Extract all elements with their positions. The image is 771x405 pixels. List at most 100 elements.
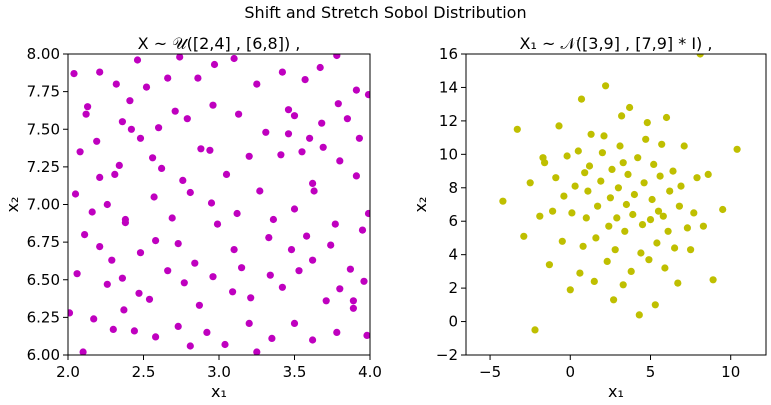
- right-scatter-point: [600, 132, 608, 140]
- right-scatter-point: [630, 190, 639, 199]
- left-scatter-point: [179, 176, 187, 184]
- left-scatter-point: [81, 231, 89, 239]
- left-scatter-point: [269, 215, 277, 224]
- left-scatter-point: [150, 193, 158, 201]
- left-scatter-point: [76, 148, 84, 156]
- right-scatter-point: [638, 221, 647, 229]
- left-scatter-point: [316, 63, 324, 72]
- left-x-tick-label: 4.0: [358, 363, 382, 381]
- right-y-tick-label: 0: [448, 313, 458, 331]
- right-scatter-point: [648, 195, 656, 204]
- left-scatter-point: [183, 115, 191, 123]
- right-scatter-point: [584, 187, 592, 195]
- right-scatter-point: [526, 179, 534, 187]
- left-scatter-point: [103, 280, 111, 288]
- right-scatter-point: [582, 214, 590, 222]
- right-scatter-point: [642, 135, 650, 143]
- left-scatter-point: [108, 256, 116, 264]
- left-scatter-point: [287, 246, 296, 254]
- left-scatter-point: [152, 237, 160, 245]
- right-scatter-point: [621, 227, 629, 235]
- left-scatter-point: [195, 301, 203, 309]
- right-scatter-point: [585, 162, 594, 170]
- right-scatter-point: [634, 154, 642, 162]
- left-scatter-point: [118, 118, 126, 126]
- left-scatter-point: [352, 172, 360, 180]
- right-scatter-point: [693, 174, 701, 182]
- right-scatter-point: [637, 249, 645, 257]
- left-scatter-point: [118, 274, 126, 282]
- right-y-tick-label: 4: [448, 246, 458, 264]
- left-scatter-point: [309, 179, 317, 187]
- left-y-tick-label: 7.75: [27, 83, 60, 101]
- right-scatter-point: [531, 326, 539, 334]
- left-scatter-point: [174, 322, 182, 330]
- left-scatter-point: [346, 265, 354, 273]
- left-scatter-point: [278, 283, 286, 291]
- right-axes-frame: [465, 53, 767, 356]
- right-scatter-point: [643, 119, 651, 127]
- left-scatter-point: [203, 328, 211, 336]
- right-scatter-point: [627, 267, 635, 275]
- right-scatter-point: [704, 170, 712, 178]
- right-scatter-point: [571, 182, 579, 190]
- right-scatter-point: [619, 159, 627, 167]
- left-scatter-point: [364, 209, 370, 218]
- right-scatter-point: [622, 200, 631, 209]
- left-scatter-point: [364, 91, 370, 99]
- left-scatter-point: [93, 137, 101, 145]
- left-scatter-point: [127, 125, 135, 133]
- right-scatter-point: [690, 209, 698, 217]
- right-scatter-point: [619, 281, 627, 289]
- right-scatter-point: [579, 242, 587, 250]
- left-scatter-point: [336, 285, 344, 293]
- left-scatter-point: [164, 74, 172, 82]
- left-scatter-point: [194, 74, 202, 82]
- right-scatter-point: [618, 112, 626, 120]
- left-scatter-point: [164, 267, 172, 275]
- left-scatter-point: [358, 226, 367, 234]
- left-scatter-point: [319, 143, 327, 151]
- left-scatter-point: [331, 220, 339, 228]
- left-scatter-point: [197, 145, 205, 153]
- left-scatter-point: [155, 124, 163, 132]
- left-y-tick-label: 8.00: [27, 45, 60, 63]
- right-scatter-point: [658, 140, 666, 148]
- left-scatter-point: [73, 270, 81, 278]
- left-y-tick-label: 6.25: [27, 308, 60, 326]
- left-scatter-point: [322, 297, 330, 305]
- left-scatter-point: [245, 319, 253, 327]
- right-scatter-point: [674, 279, 682, 287]
- left-scatter-point: [256, 187, 264, 195]
- left-scatter-point: [221, 340, 229, 349]
- right-scatter-point: [696, 54, 704, 58]
- left-scatter-point: [309, 336, 317, 344]
- right-normal-scatter-chart: −5 0 5 10 −2 0 2 4 6 8 10 12 14 16 X₁ ~ 𝒩([3,9] , [7…: [411, 34, 767, 401]
- right-scatter-point: [651, 301, 659, 309]
- left-y-tick-label: 7.50: [27, 120, 60, 138]
- left-scatter-point: [126, 97, 134, 105]
- right-scatter-point: [558, 237, 566, 245]
- left-scatter-point: [266, 271, 274, 279]
- right-scatter-point: [613, 214, 621, 222]
- right-y-axis-label: x₂: [411, 197, 430, 213]
- left-scatter-point: [318, 119, 326, 127]
- left-scatter-point: [268, 334, 276, 342]
- right-scatter-point: [661, 264, 669, 272]
- right-scatter-point: [594, 202, 602, 210]
- right-scatter-point: [616, 142, 624, 150]
- right-scatter-point: [650, 160, 658, 168]
- left-scatter-point: [71, 190, 80, 198]
- left-scatter-point: [142, 83, 151, 91]
- left-uniform-scatter-chart: 2.0 2.5 3.0 3.5 4.0 6.00 6.25 6.50 6.75 7.00 7.25…: [3, 34, 382, 401]
- right-scatter-point: [610, 296, 618, 304]
- right-scatter-point: [656, 172, 664, 180]
- left-scatter-point: [230, 54, 238, 63]
- right-scatter-point: [666, 187, 674, 195]
- left-scatter-point: [136, 134, 145, 142]
- left-scatter-point: [103, 200, 111, 209]
- left-y-tick-label: 7.00: [27, 196, 60, 214]
- left-axes-frame: [67, 53, 371, 356]
- left-y-tick-label: 6.75: [27, 233, 60, 251]
